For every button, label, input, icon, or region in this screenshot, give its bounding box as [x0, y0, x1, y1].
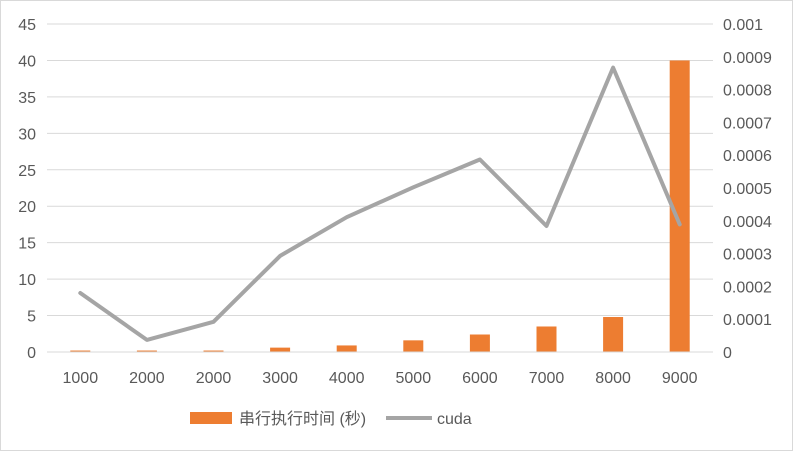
bar-series: [70, 60, 690, 352]
left-tick-label: 15: [18, 236, 36, 253]
legend-bar-swatch: [190, 412, 232, 424]
right-tick-label: 0: [723, 345, 732, 362]
x-tick-label: 2000: [196, 370, 232, 387]
right-axis: 0 0.0001 0.0002 0.0003 0.0004 0.0005 0.0006 0.0…: [723, 17, 772, 362]
bar: [70, 350, 91, 352]
bar: [336, 345, 357, 352]
bar: [403, 340, 424, 352]
x-tick-label: 4000: [329, 370, 365, 387]
left-tick-label: 30: [18, 126, 36, 143]
left-tick-label: 0: [27, 345, 36, 362]
left-tick-label: 40: [18, 53, 36, 70]
right-tick-label: 0.0002: [723, 279, 772, 296]
left-tick-label: 45: [18, 17, 36, 34]
bar: [536, 326, 557, 352]
right-tick-label: 0.0005: [723, 181, 772, 198]
left-tick-label: 20: [18, 199, 36, 216]
bar: [669, 60, 690, 352]
legend-bar-label: 串行执行时间 (秒): [239, 410, 366, 428]
bar: [469, 334, 490, 352]
x-tick-label: 7000: [529, 370, 565, 387]
x-tick-label: 5000: [396, 370, 432, 387]
bar: [270, 347, 291, 352]
x-tick-label: 8000: [595, 370, 631, 387]
x-tick-label: 6000: [462, 370, 498, 387]
bar: [136, 350, 157, 352]
left-axis: 0 5 10 15 20 25 30 35 40 45: [18, 17, 36, 362]
x-tick-label: 2000: [129, 370, 165, 387]
right-tick-label: 0.0006: [723, 148, 772, 165]
right-tick-label: 0.0008: [723, 83, 772, 100]
cuda-line: [78, 65, 682, 342]
left-tick-label: 35: [18, 90, 36, 107]
right-tick-label: 0.001: [723, 17, 763, 34]
x-axis: 1000 2000 2000 3000 4000 5000 6000 7000 8000 9000: [63, 370, 698, 387]
legend: 串行执行时间 (秒) cuda: [190, 410, 472, 428]
bar: [203, 350, 224, 352]
right-tick-label: 0.0007: [723, 115, 772, 132]
x-tick-label: 3000: [262, 370, 298, 387]
right-tick-label: 0.0009: [723, 50, 772, 67]
right-tick-label: 0.0003: [723, 247, 772, 264]
x-tick-label: 9000: [662, 370, 698, 387]
left-tick-label: 10: [18, 272, 36, 289]
left-tick-label: 25: [18, 163, 36, 180]
line-series: [78, 65, 682, 342]
left-tick-label: 5: [27, 309, 36, 326]
x-tick-label: 1000: [63, 370, 99, 387]
bar: [603, 317, 624, 352]
right-tick-label: 0.0001: [723, 312, 772, 329]
legend-line-label: cuda: [437, 411, 472, 428]
right-tick-label: 0.0004: [723, 214, 772, 231]
